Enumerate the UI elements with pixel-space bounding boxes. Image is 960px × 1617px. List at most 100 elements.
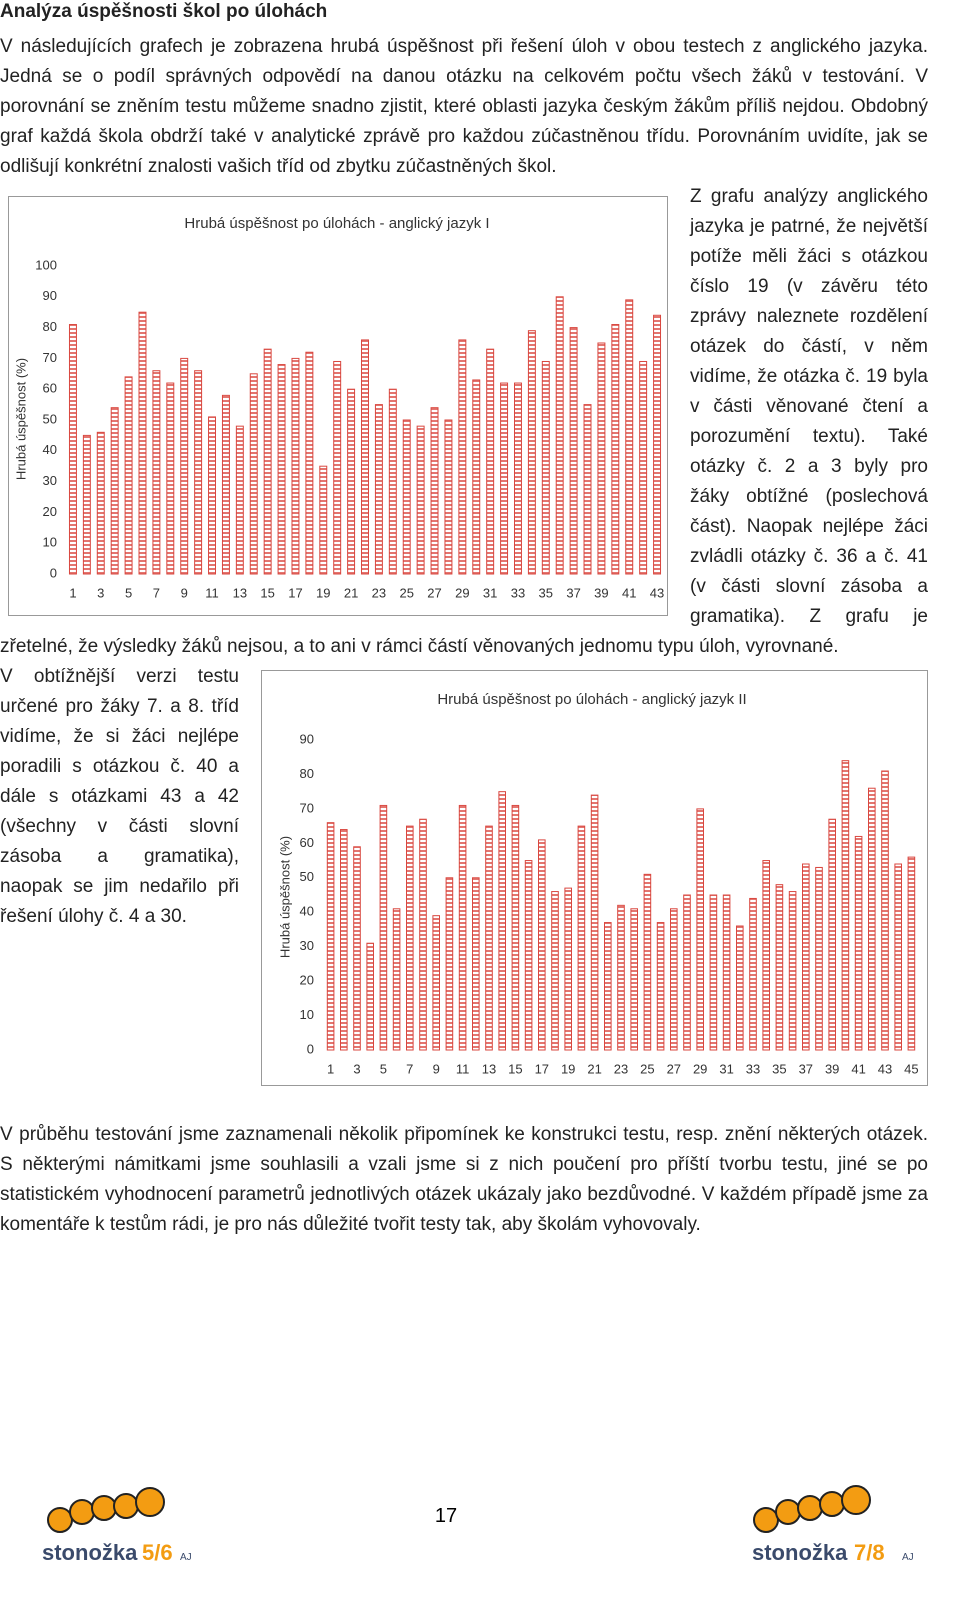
bar [625, 299, 634, 575]
bar [221, 394, 230, 575]
bar [458, 804, 467, 1051]
bar [402, 419, 411, 575]
logo-name: stonožka [42, 1540, 138, 1565]
y-tick-label: 0 [50, 565, 57, 580]
bar [802, 863, 810, 1051]
y-tick-label: 0 [307, 1041, 314, 1056]
x-tick-label: 29 [455, 585, 469, 600]
x-tick-label: 17 [288, 585, 302, 600]
bar [527, 330, 536, 575]
x-tick-label: 21 [587, 1061, 601, 1076]
x-tick-label: 39 [594, 585, 608, 600]
paragraph: V následujících grafech je zobrazena hru… [0, 36, 928, 177]
bar [511, 804, 520, 1051]
logo-grade: 7/8 [854, 1540, 885, 1565]
y-axis-label: Hrubá úspěšnost (%) [277, 836, 292, 958]
bar [277, 364, 286, 575]
y-tick-label: 40 [43, 442, 57, 457]
y-tick-label: 20 [300, 973, 314, 988]
x-tick-label: 27 [667, 1061, 681, 1076]
bar [486, 348, 495, 575]
x-tick-label: 35 [772, 1061, 786, 1076]
x-tick-label: 25 [399, 585, 413, 600]
x-tick-label: 43 [650, 585, 664, 600]
x-tick-label: 19 [316, 585, 330, 600]
bar [361, 339, 369, 575]
chart-title: Hrubá úspěšnost po úlohách - anglický ja… [184, 215, 489, 232]
bar [709, 894, 718, 1051]
bar [340, 829, 348, 1051]
bar [379, 804, 388, 1051]
bar [347, 388, 356, 575]
bar [432, 915, 440, 1051]
y-axis-label: Hrubá úspěšnost (%) [13, 358, 28, 480]
bar [96, 431, 105, 575]
bar [617, 904, 625, 1051]
bar [597, 342, 606, 575]
logo-name: stonožka [752, 1540, 848, 1565]
x-tick-label: 41 [851, 1061, 865, 1076]
y-tick-label: 50 [300, 869, 314, 884]
x-tick-label: 33 [511, 585, 525, 600]
bar [82, 434, 91, 575]
y-tick-label: 80 [300, 766, 314, 781]
bar [305, 351, 314, 575]
bar [416, 425, 425, 575]
bar [500, 382, 509, 575]
x-tick-label: 19 [561, 1061, 575, 1076]
bar [249, 373, 258, 575]
bar [696, 808, 704, 1051]
logo: stonožka 5/6 AJ [42, 1487, 192, 1565]
x-tick-label: 5 [125, 585, 132, 600]
logo-subject: AJ [180, 1552, 192, 1563]
bar [235, 425, 244, 575]
bar [656, 922, 665, 1051]
bar [630, 908, 638, 1051]
bar [841, 760, 850, 1051]
bar [643, 873, 652, 1051]
x-tick-label: 29 [693, 1061, 707, 1076]
bar [472, 379, 481, 575]
bar [353, 846, 361, 1051]
bar [555, 296, 564, 575]
y-tick-label: 60 [43, 381, 57, 396]
x-tick-label: 45 [904, 1061, 918, 1076]
y-tick-label: 40 [300, 904, 314, 919]
x-tick-label: 25 [640, 1061, 654, 1076]
bar [815, 866, 823, 1051]
document: Analýza úspěšnosti škol po úlohách V nás… [0, 1, 928, 1235]
chart: Hrubá úspěšnost po úlohách - anglický ja… [8, 196, 668, 616]
y-tick-label: 90 [300, 731, 314, 746]
logo-subject: AJ [902, 1552, 914, 1563]
x-tick-label: 21 [344, 585, 358, 600]
bar [291, 357, 300, 575]
bar [485, 825, 493, 1051]
bar [736, 925, 744, 1051]
bar [894, 863, 903, 1051]
x-tick-label: 9 [433, 1061, 440, 1076]
bar [458, 339, 467, 575]
bar [775, 884, 784, 1051]
bar [538, 839, 546, 1051]
y-tick-label: 100 [35, 257, 57, 272]
bar [907, 856, 916, 1051]
x-tick-label: 13 [482, 1061, 496, 1076]
bar [319, 465, 328, 575]
x-tick-label: 7 [406, 1061, 413, 1076]
x-tick-label: 11 [456, 1061, 470, 1076]
x-tick-label: 35 [539, 585, 553, 600]
bar [472, 877, 480, 1051]
x-tick-label: 3 [97, 585, 104, 600]
bar [524, 860, 533, 1051]
y-tick-label: 70 [43, 350, 57, 365]
bar [124, 376, 133, 575]
bar [374, 404, 383, 575]
bar [604, 922, 612, 1051]
paragraph: Z grafu analýzy anglického jazyka je pat… [0, 186, 928, 657]
x-tick-label: 37 [799, 1061, 813, 1076]
bar [392, 908, 401, 1051]
x-tick-label: 15 [508, 1061, 522, 1076]
bar [541, 360, 550, 575]
x-tick-label: 17 [535, 1061, 549, 1076]
x-tick-label: 3 [353, 1061, 360, 1076]
